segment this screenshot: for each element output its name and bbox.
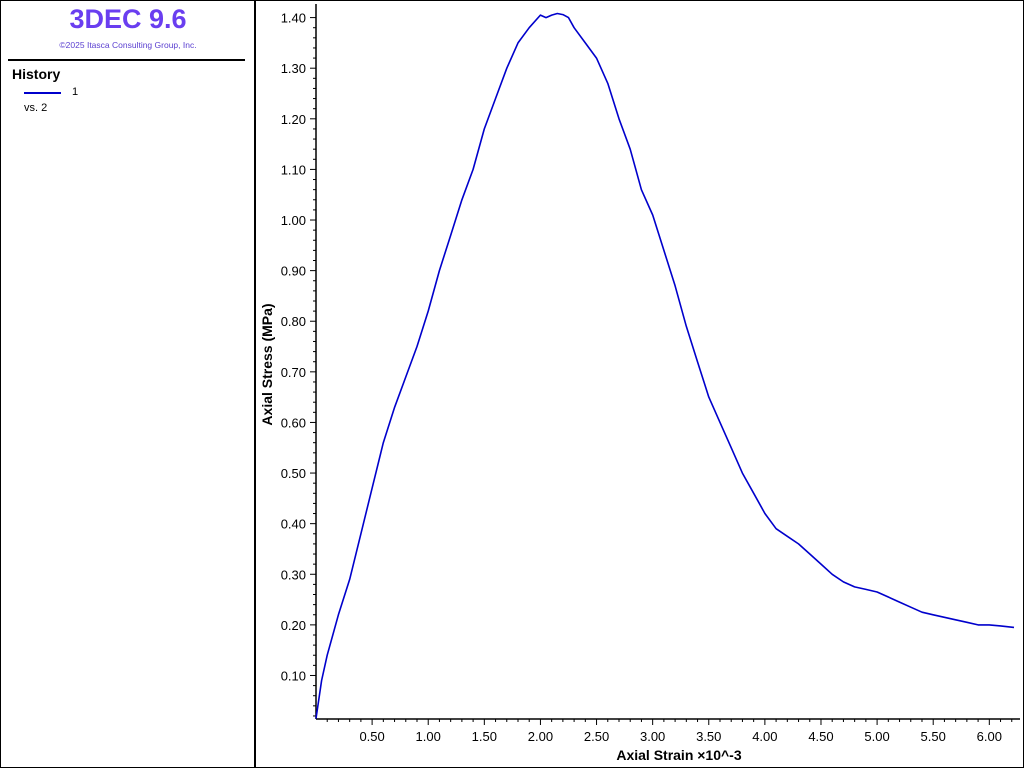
y-tick-label: 0.10 (281, 668, 306, 683)
x-tick-label: 3.50 (696, 729, 721, 744)
x-tick-label: 2.00 (528, 729, 553, 744)
y-tick-label: 0.30 (281, 567, 306, 582)
x-tick-label: 3.00 (640, 729, 665, 744)
y-tick-label: 1.40 (281, 11, 306, 26)
x-tick-label: 1.50 (472, 729, 497, 744)
y-tick-label: 1.10 (281, 162, 306, 177)
y-tick-label: 0.50 (281, 466, 306, 481)
legend-heading: History (12, 66, 61, 82)
y-axis-title: Axial Stress (MPa) (259, 303, 275, 425)
x-tick-label: 5.50 (921, 729, 946, 744)
legend-panel: 3DEC 9.6 ©2025 Itasca Consulting Group, … (0, 0, 256, 767)
x-tick-label: 0.50 (359, 729, 384, 744)
y-tick-label: 1.00 (281, 213, 306, 228)
y-tick-label: 0.60 (281, 415, 306, 430)
x-tick-label: 4.00 (752, 729, 777, 744)
legend-series-swatch (24, 92, 61, 94)
legend-series-label: 1 (72, 86, 79, 98)
y-tick-label: 0.70 (281, 365, 306, 380)
series-line-1 (315, 12, 1015, 719)
y-tick-label: 0.20 (281, 618, 306, 633)
y-tick-label: 1.30 (281, 61, 306, 76)
title-divider (8, 59, 245, 61)
x-tick-label: 4.50 (808, 729, 833, 744)
y-tick-label: 1.20 (281, 112, 306, 127)
y-tick-label: 0.40 (281, 517, 306, 532)
x-tick-label: 1.00 (416, 729, 441, 744)
y-tick-label: 0.90 (281, 264, 306, 279)
legend-vs-label: vs. 2 (24, 102, 48, 114)
x-tick-label: 6.00 (977, 729, 1002, 744)
app-title: 3DEC 9.6 (69, 4, 187, 34)
x-tick-label: 5.00 (864, 729, 889, 744)
y-tick-label: 0.80 (281, 314, 306, 329)
copyright-notice: ©2025 Itasca Consulting Group, Inc. (59, 40, 197, 50)
x-axis-title: Axial Strain ×10^-3 (616, 747, 742, 763)
x-tick-label: 2.50 (584, 729, 609, 744)
